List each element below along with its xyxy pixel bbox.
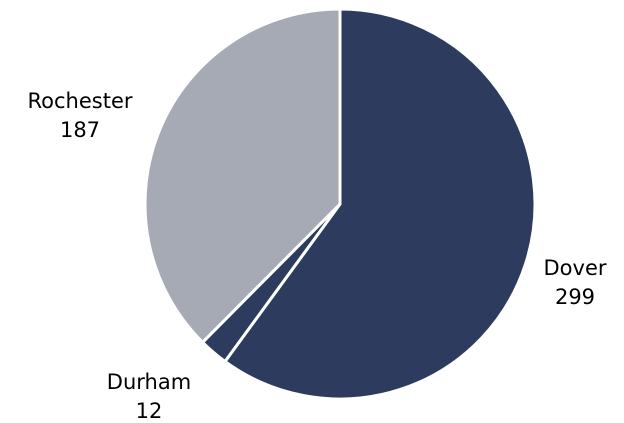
label-rochester-value: 187	[60, 118, 100, 142]
label-durham-name: Durham	[107, 370, 191, 394]
pie-labels: Dover 299 Durham 12 Rochester 187	[28, 89, 607, 423]
label-dover-value: 299	[555, 285, 595, 309]
pie-slices	[143, 7, 537, 401]
label-dover-name: Dover	[544, 256, 607, 280]
label-rochester-name: Rochester	[28, 89, 133, 113]
label-durham-value: 12	[136, 399, 163, 423]
pie-slice-dover	[222, 7, 537, 401]
pie-slice-rochester	[143, 7, 342, 345]
